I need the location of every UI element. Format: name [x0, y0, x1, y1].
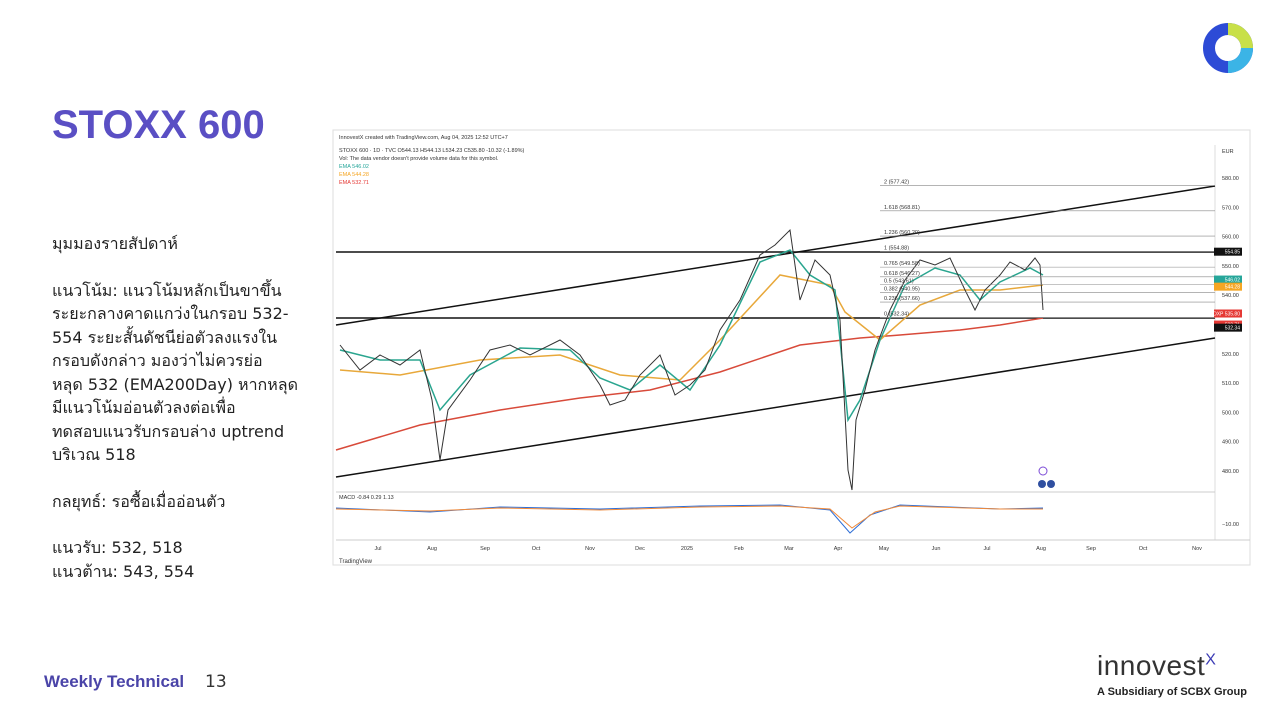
price-tick-label: 510.00	[1222, 381, 1239, 387]
fib-label: 2 (577.42)	[884, 180, 909, 186]
trend-line: ทดสอบแนวรับกรอบล่าง uptrend	[52, 421, 285, 441]
month-label: Jul	[983, 546, 990, 552]
month-label: Jul	[374, 546, 381, 552]
month-label: Nov	[1192, 546, 1202, 552]
price-tick-label: 490.00	[1222, 440, 1239, 446]
price-tick-label: 580.00	[1222, 176, 1239, 182]
month-label: Feb	[734, 546, 743, 552]
month-label: May	[879, 546, 890, 552]
slide-title: STOXX 600	[52, 103, 265, 147]
footer-section: Weekly Technical	[44, 672, 185, 691]
trend-line: บริเวณ 518	[52, 445, 136, 464]
price-tag	[1214, 282, 1242, 291]
price-tick-label: 550.00	[1222, 264, 1239, 270]
page-number: 13	[205, 672, 227, 692]
brand-name: innovest	[1097, 650, 1206, 681]
price-tick-label: 570.00	[1222, 205, 1239, 211]
fib-label: 0.382 (540.95)	[884, 286, 920, 292]
price-tick-label: 520.00	[1222, 352, 1239, 358]
month-label: Aug	[1036, 546, 1046, 552]
price-tag-label: 532.34	[1225, 326, 1241, 332]
price-tag-label: 554.85	[1225, 250, 1241, 256]
month-label: Sep	[480, 546, 490, 552]
fib-label: 0.5 (543.61)	[884, 279, 914, 285]
logo-icon	[1203, 23, 1253, 73]
fib-label: 0 (532.34)	[884, 312, 909, 318]
trend: แนวโน้ม: แนวโน้มหลักเป็นขาขึ้นระยะกลางคา…	[52, 279, 332, 467]
price-tag	[1214, 275, 1242, 284]
month-label: Sep	[1086, 546, 1096, 552]
price-tag	[1214, 309, 1242, 318]
trend-line: หลุด 532 (EMA200Day) หากหลุด	[52, 374, 298, 394]
price-tag-label: 544.28	[1225, 285, 1241, 291]
price-tick-label: 480.00	[1222, 469, 1239, 475]
price-tag-label: 546.02	[1225, 278, 1241, 284]
currency: EUR	[1222, 149, 1234, 155]
brand-mark: X	[1205, 651, 1217, 669]
price-tag	[1214, 247, 1242, 256]
macd-legend: MACD -0.84 0.29 1.13	[339, 495, 394, 501]
ema-legend: EMA 544.28	[339, 172, 369, 178]
watermark: TradingView	[339, 559, 373, 565]
month-label: Apr	[834, 546, 843, 552]
trend-line: กรอบดังกล่าว มองว่าไม่ควรย่อ	[52, 351, 263, 370]
fib-label: 1.236 (560.20)	[884, 230, 920, 236]
price-tag	[1214, 323, 1242, 332]
month-label: Mar	[784, 546, 794, 552]
price-tick-label: 500.00	[1222, 410, 1239, 416]
symbol-info: STOXX 600 · 1D · TVC O544.13 H544.13 L53…	[339, 148, 525, 154]
tagline: A Subsidiary of SCBX Group	[1097, 686, 1247, 698]
fib-label: 0.618 (546.27)	[884, 271, 920, 277]
month-label: 2025	[681, 546, 693, 552]
month-label: Aug	[427, 546, 437, 552]
trend-line: 554 ระยะสั้นดัชนีย่อตัวลงแรงใน	[52, 327, 278, 347]
vol-note: Vol: The data vendor doesn't provide vol…	[339, 156, 499, 162]
month-label: Jun	[932, 546, 941, 552]
price-tick-label: 540.00	[1222, 293, 1239, 299]
fib-label: 1.618 (568.81)	[884, 205, 920, 211]
month-label: Oct	[532, 546, 541, 552]
trend-line: แนวโน้ม: แนวโน้มหลักเป็นขาขึ้น	[52, 280, 282, 300]
month-label: Nov	[585, 546, 595, 552]
fib-label: 0.765 (549.58)	[884, 261, 920, 267]
ema-legend: EMA 546.02	[339, 164, 369, 170]
fib-label: 0.236 (537.66)	[884, 296, 920, 302]
fib-label: 1 (554.88)	[884, 246, 909, 252]
month-label: Dec	[635, 546, 645, 552]
price-tick-label: 560.00	[1222, 235, 1239, 241]
trend-line: ระยะกลางคาดแกว่งในกรอบ 532-	[52, 304, 289, 323]
resistance: แนวต้าน: 543, 554	[52, 561, 195, 581]
commentary: มุมมองรายสัปดาห์ แนวโน้ม: แนวโน้มหลักเป็…	[52, 232, 332, 583]
trend-line: มีแนวโน้มอ่อนตัวลงต่อเพื่อ	[52, 398, 236, 417]
ema-legend: EMA 532.71	[339, 180, 369, 186]
macd-axis-label: −10.00	[1222, 522, 1239, 528]
chart-credit: InnovestX created with TradingView.com, …	[339, 135, 508, 141]
month-label: Oct	[1139, 546, 1148, 552]
price-tag-label: SOXP 535.80	[1210, 312, 1241, 318]
strategy: กลยุทธ์: รอซื้อเมื่ออ่อนตัว	[52, 491, 226, 511]
brand: innovestX	[1097, 650, 1216, 682]
heading: มุมมองรายสัปดาห์	[52, 234, 178, 253]
support: แนวรับ: 532, 518	[52, 538, 183, 557]
